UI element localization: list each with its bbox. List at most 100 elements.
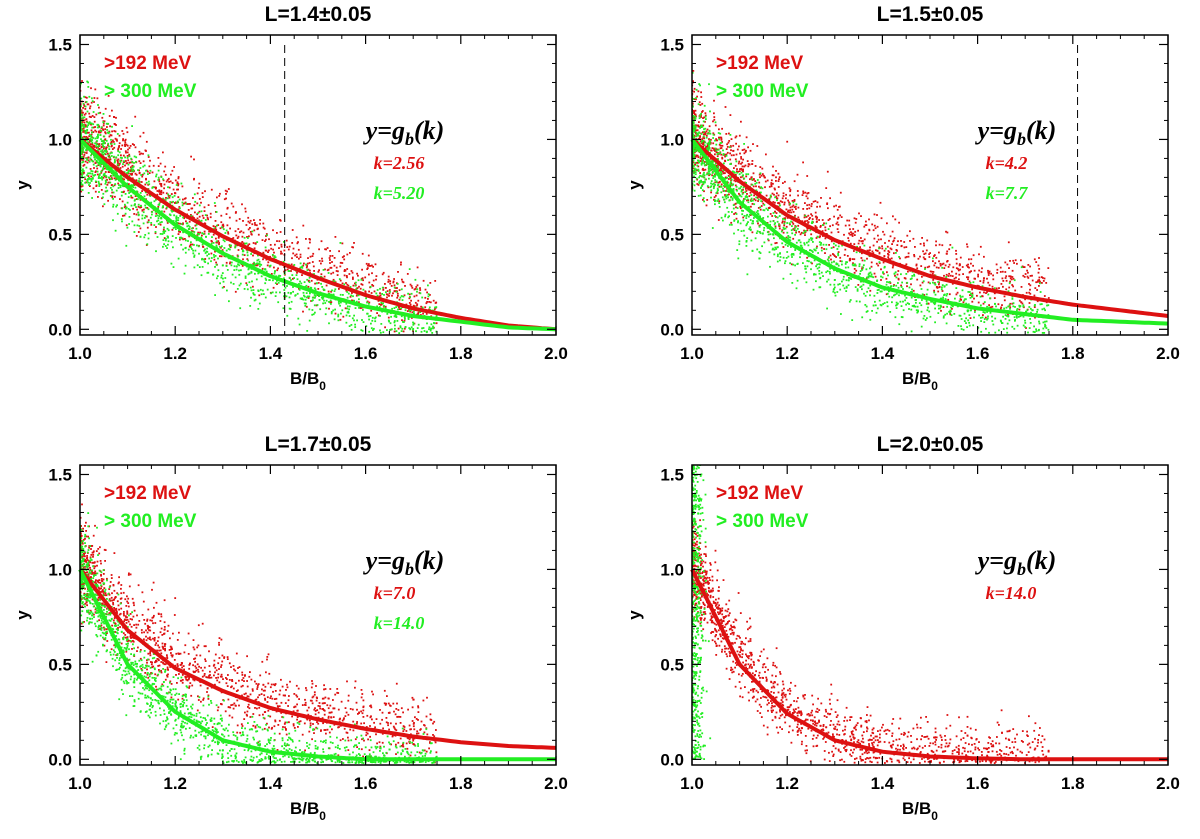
scatter-point (308, 281, 311, 283)
scatter-point (873, 237, 876, 240)
scatter-point (872, 229, 875, 232)
scatter-point (332, 294, 335, 297)
scatter-point (719, 132, 722, 135)
scatter-point (794, 233, 796, 236)
scatter-point (877, 234, 879, 237)
scatter-point (747, 201, 750, 204)
scatter-point (888, 290, 890, 293)
scatter-point (250, 233, 253, 236)
scatter-point (855, 269, 858, 272)
scatter-point (845, 261, 847, 263)
scatter-point (204, 219, 207, 221)
scatter-point (807, 240, 810, 243)
x-tick-label: 1.0 (68, 344, 92, 363)
scatter-point (225, 193, 227, 195)
scatter-point (230, 202, 233, 205)
scatter-point (80, 173, 83, 175)
scatter-point (253, 229, 256, 232)
scatter-point (778, 215, 781, 217)
scatter-point (251, 264, 254, 267)
scatter-point (1035, 281, 1038, 284)
scatter-point (359, 287, 362, 290)
scatter-point (261, 267, 264, 270)
scatter-point (845, 285, 848, 288)
scatter-point (1004, 277, 1007, 279)
scatter-point (1025, 291, 1028, 294)
scatter-point (83, 113, 86, 116)
scatter-point (220, 221, 223, 224)
scatter-point (928, 253, 930, 256)
scatter-point (920, 288, 923, 290)
scatter-point (225, 265, 228, 267)
scatter-point (128, 161, 131, 164)
scatter-point (789, 194, 791, 197)
scatter-point (90, 87, 92, 90)
scatter-point (835, 222, 838, 225)
scatter-point (785, 236, 788, 239)
scatter-point (179, 231, 181, 233)
scatter-point (104, 132, 107, 135)
scatter-point (302, 298, 305, 301)
scatter-point (765, 194, 768, 197)
scatter-point (394, 327, 396, 330)
scatter-point (393, 290, 396, 292)
scatter-point (356, 319, 358, 322)
scatter-point (695, 154, 698, 157)
scatter-point (109, 134, 112, 136)
scatter-point (401, 299, 404, 301)
scatter-point (923, 294, 926, 296)
scatter-point (196, 192, 199, 195)
scatter-point (817, 252, 819, 254)
scatter-point (1038, 322, 1041, 325)
scatter-point (102, 120, 105, 123)
scatter-point (344, 269, 347, 272)
scatter-point (226, 269, 229, 271)
scatter-point (304, 304, 307, 307)
scatter-point (308, 308, 311, 311)
scatter-point (252, 254, 254, 257)
scatter-point (212, 225, 215, 227)
scatter-point (920, 265, 923, 267)
scatter-point (807, 214, 810, 217)
scatter-point (290, 300, 293, 303)
scatter-point (187, 234, 190, 237)
scatter-point (913, 273, 915, 276)
scatter-point (257, 233, 260, 236)
scatter-point (719, 147, 722, 150)
scatter-point (144, 234, 147, 236)
scatter-point (1029, 275, 1032, 277)
scatter-point (113, 177, 116, 180)
scatter-point (288, 307, 291, 310)
scatter-point (785, 225, 788, 228)
scatter-point (162, 239, 165, 241)
scatter-point (253, 261, 255, 264)
scatter-point (234, 246, 236, 249)
scatter-point (164, 173, 167, 176)
scatter-point (699, 114, 701, 117)
scatter-point (247, 220, 250, 223)
scatter-point (345, 302, 348, 305)
scatter-point (292, 247, 295, 250)
scatter-point (929, 252, 931, 254)
scatter-point (207, 233, 210, 235)
scatter-point (409, 328, 412, 330)
scatter-point (752, 185, 755, 188)
scatter-point (270, 292, 272, 295)
scatter-point (955, 262, 958, 265)
scatter-point (128, 175, 131, 177)
scatter-point (893, 294, 895, 297)
scatter-point (157, 205, 160, 208)
scatter-point (118, 151, 121, 154)
scatter-point (887, 250, 890, 252)
scatter-point (82, 102, 85, 105)
scatter-point (105, 151, 108, 153)
scatter-point (379, 294, 382, 297)
scatter-point (1011, 295, 1014, 298)
scatter-point (969, 294, 971, 296)
scatter-point (720, 172, 723, 175)
scatter-point (696, 139, 699, 141)
scatter-point (125, 143, 128, 146)
scatter-point (714, 203, 716, 206)
scatter-point (169, 180, 172, 183)
scatter-point (718, 128, 720, 131)
